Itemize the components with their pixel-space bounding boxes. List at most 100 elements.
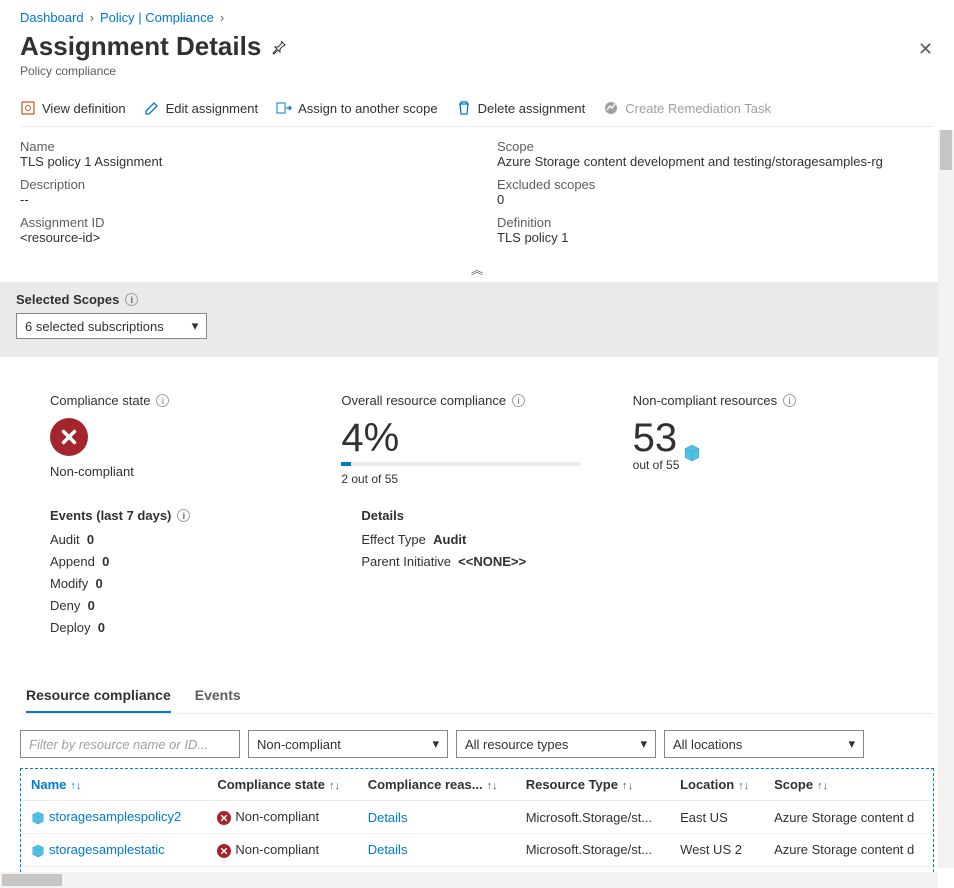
details-link[interactable]: Details [358,801,516,834]
event-row: Deny 0 [50,595,281,617]
excluded-scopes-value: 0 [497,192,934,207]
col-reslource-type[interactable]: Resource Type↑↓ [516,769,670,801]
non-compliant-total: out of 55 [633,458,904,472]
col-compliance-reason[interactable]: Compliance reas...↑↓ [358,769,516,801]
delete-assignment-button[interactable]: Delete assignment [456,98,586,118]
pin-icon[interactable] [271,39,287,55]
page-subtitle: Policy compliance [20,64,934,78]
non-compliant-resources-block: Non-compliant resources i 53 out of 55 [633,393,904,486]
chevron-right-icon: › [220,10,224,25]
filter-state-dropdown[interactable]: Non-compliant ▾ [248,730,448,758]
non-compliant-icon [217,811,231,825]
compliance-state-title: Compliance state [50,393,150,408]
tab-events[interactable]: Events [195,679,241,713]
non-compliant-count: 53 [633,418,678,458]
col-compliance-state[interactable]: Compliance state↑↓ [207,769,357,801]
selected-scopes-value: 6 selected subscriptions [25,319,164,334]
overall-compliance-percent: 4% [341,418,612,458]
effect-type-label: Effect Type [361,532,426,547]
name-value: TLS policy 1 Assignment [20,154,457,169]
filter-type-value: All resource types [465,737,568,752]
parent-initiative-value: <<NONE>> [458,554,526,569]
selected-scopes-dropdown[interactable]: 6 selected subscriptions ▾ [16,313,207,339]
info-icon[interactable]: i [125,293,138,306]
toolbar: View definition Edit assignment Assign t… [20,90,934,127]
col-scope[interactable]: Scope↑↓ [764,769,933,801]
resource-location: East US [670,801,764,834]
resource-name-link[interactable]: storagesamplestatic [21,834,207,867]
event-row: Deploy 0 [50,617,281,639]
non-compliant-resources-title: Non-compliant resources [633,393,778,408]
view-definition-label: View definition [42,101,126,116]
chevron-right-icon: › [90,10,94,25]
chevron-down-icon: ▾ [192,318,199,334]
filter-type-dropdown[interactable]: All resource types ▾ [456,730,656,758]
resource-state: Non-compliant [207,834,357,867]
create-remediation-label: Create Remediation Task [625,101,771,116]
delete-assignment-label: Delete assignment [478,101,586,116]
scope-label: Scope [497,139,934,154]
details-link[interactable]: Details [358,834,516,867]
non-compliant-icon [217,844,231,858]
tabs: Resource compliance Events [20,679,934,714]
compliance-state-text: Non-compliant [50,464,321,479]
horizontal-scrollbar[interactable] [0,872,938,888]
filter-state-value: Non-compliant [257,737,341,752]
close-icon[interactable]: ✕ [918,39,934,55]
collapse-chevron-icon[interactable]: ︽ [20,261,934,282]
definition-value: TLS policy 1 [497,230,934,245]
info-icon[interactable]: i [783,394,796,407]
filter-name-input[interactable]: Filter by resource name or ID... [20,730,240,758]
resource-scope: Azure Storage content d [764,834,933,867]
table-row[interactable]: storagesamplespolicy2Non-compliantDetail… [21,801,933,834]
events-block: Events (last 7 days) i Audit 0Append 0Mo… [20,494,311,653]
create-remediation-button: Create Remediation Task [603,98,771,118]
filter-name-placeholder: Filter by resource name or ID... [29,737,208,752]
resource-type: Microsoft.Storage/st... [516,801,670,834]
remediation-icon [603,100,619,116]
resource-scope: Azure Storage content d [764,801,933,834]
effect-type-value: Audit [433,532,466,547]
info-icon[interactable]: i [512,394,525,407]
vertical-scrollbar[interactable] [938,130,954,868]
breadcrumb: Dashboard › Policy | Compliance › [20,10,934,25]
info-grid: Name TLS policy 1 Assignment Description… [20,127,934,261]
event-row: Modify 0 [50,573,281,595]
overall-compliance-block: Overall resource compliance i 4% 2 out o… [341,393,612,486]
chevron-down-icon: ▾ [848,736,855,752]
edit-icon [144,100,160,116]
tab-resource-compliance[interactable]: Resource compliance [26,679,171,713]
breadcrumb-dashboard[interactable]: Dashboard [20,10,84,25]
assignment-id-label: Assignment ID [20,215,457,230]
resource-location: West US 2 [670,834,764,867]
resource-type: Microsoft.Storage/st... [516,834,670,867]
resource-table: Name↑↓ Compliance state↑↓ Compliance rea… [20,768,934,888]
definition-label: Definition [497,215,934,230]
filter-location-dropdown[interactable]: All locations ▾ [664,730,864,758]
selected-scopes-bar: Selected Scopes i 6 selected subscriptio… [0,282,954,357]
name-label: Name [20,139,457,154]
edit-assignment-label: Edit assignment [166,101,259,116]
col-name[interactable]: Name↑↓ [21,769,207,801]
selected-scopes-label: Selected Scopes [16,292,119,307]
page-title: Assignment Details [20,31,261,62]
info-icon[interactable]: i [156,394,169,407]
table-row[interactable]: storagesamplestaticNon-compliantDetailsM… [21,834,933,867]
chevron-down-icon: ▾ [432,736,439,752]
view-icon [20,100,36,116]
breadcrumb-policy-compliance[interactable]: Policy | Compliance [100,10,214,25]
chevron-down-icon: ▾ [640,736,647,752]
filter-location-value: All locations [673,737,742,752]
events-title: Events (last 7 days) [50,508,171,523]
overall-compliance-progress [341,462,581,466]
overall-compliance-title: Overall resource compliance [341,393,506,408]
excluded-scopes-label: Excluded scopes [497,177,934,192]
details-block: Details Effect Type Audit Parent Initiat… [331,494,622,653]
col-location[interactable]: Location↑↓ [670,769,764,801]
assignment-id-value: <resource-id> [20,230,457,245]
resource-name-link[interactable]: storagesamplespolicy2 [21,801,207,834]
edit-assignment-button[interactable]: Edit assignment [144,98,259,118]
info-icon[interactable]: i [177,509,190,522]
assign-scope-button[interactable]: Assign to another scope [276,98,437,118]
view-definition-button[interactable]: View definition [20,98,126,118]
